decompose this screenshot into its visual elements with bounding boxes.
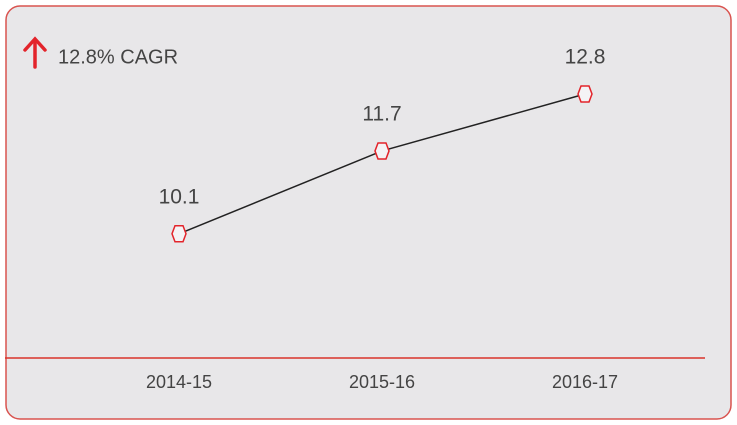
up-arrow [23,36,47,69]
x-tick-label: 2014-15 [146,372,212,392]
x-tick-label: 2016-17 [552,372,618,392]
marker [374,142,390,160]
marker [171,225,187,243]
value-label: 12.8 [565,46,606,69]
x-tick-label: 2015-16 [349,372,415,392]
marker [577,85,593,103]
annotation: 12.8% CAGR [58,46,178,68]
value-label: 11.7 [362,102,401,125]
card [5,5,732,420]
value-label: 10.1 [159,185,200,208]
